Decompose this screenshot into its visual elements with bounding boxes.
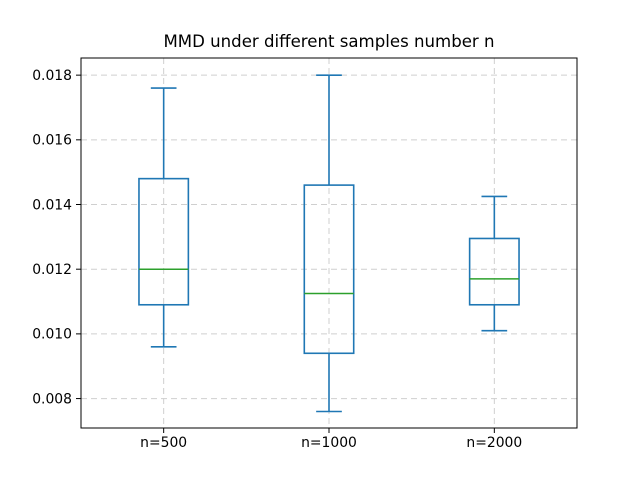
x-tick-label: n=1000 bbox=[301, 435, 357, 451]
y-tick-label: 0.014 bbox=[32, 197, 72, 213]
iqr-box bbox=[303, 184, 355, 355]
y-tick-label: 0.010 bbox=[32, 327, 72, 343]
x-tick-label: n=500 bbox=[140, 435, 187, 451]
iqr-box bbox=[138, 177, 190, 306]
y-tick-label: 0.016 bbox=[32, 133, 72, 149]
y-tick-label: 0.008 bbox=[32, 391, 72, 407]
x-tick-label: n=2000 bbox=[466, 435, 522, 451]
y-tick-label: 0.018 bbox=[32, 68, 72, 84]
iqr-box bbox=[468, 237, 520, 306]
chart-title: MMD under different samples number n bbox=[163, 32, 495, 51]
y-tick-label: 0.012 bbox=[32, 262, 72, 278]
